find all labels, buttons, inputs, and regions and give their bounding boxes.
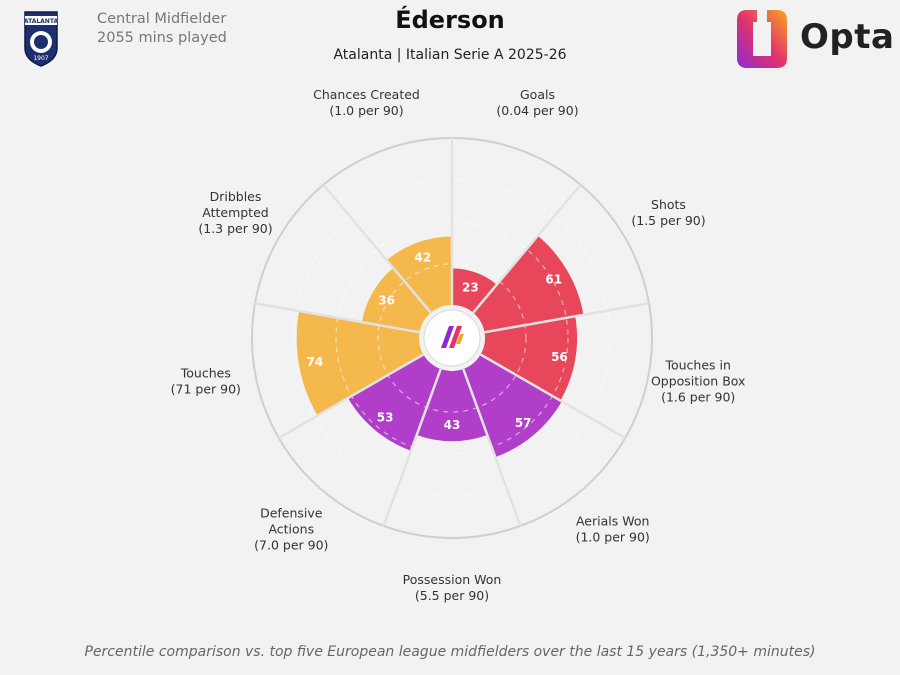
metric-label: Dribbles Attempted (1.3 per 90) [198,189,272,236]
radar-spoke-4 [461,367,522,527]
radar-spoke-8 [322,183,433,315]
radar-center-hub [423,309,481,367]
metric-per90: (1.3 per 90) [198,221,272,236]
metric-name: Dribbles [210,189,262,204]
radar-spoke-1 [471,183,582,315]
percentile-value-label: 42 [414,251,431,265]
percentile-value-label: 23 [462,281,479,295]
opta-center-mark-icon [449,326,462,348]
metric-per90: (1.5 per 90) [631,213,705,228]
radar-spoke-6 [278,352,425,440]
player-minutes: 2055 mins played [97,30,227,46]
metric-name: Shots [651,197,686,212]
radar-grid-ring-50 [335,221,569,455]
metric-per90: (0.04 per 90) [496,103,578,118]
radar-wedge-3 [461,352,565,460]
opta-center-mark-icon [456,334,464,344]
radar-wedge-8 [384,234,453,315]
radar-spoke-7 [254,302,421,334]
metric-name: Aerials Won [576,514,649,529]
opta-center-mark-icon [441,326,454,348]
percentile-value-label: 36 [378,293,395,307]
percentile-value-label: 74 [306,355,323,369]
radar-spoke-2 [483,302,650,334]
metric-label: Aerials Won (1.0 per 90) [576,514,650,545]
radar-wedge-2 [478,314,580,403]
metric-label: Chances Created (1.0 per 90) [313,87,420,118]
metric-per90: (5.5 per 90) [415,588,489,603]
metric-label: Goals (0.04 per 90) [496,87,578,118]
metric-label: Defensive Actions (7.0 per 90) [254,506,328,553]
metric-name: Chances Created [313,87,420,102]
metric-name: Attempted [202,205,268,220]
radar-grid-ring-25 [377,263,527,413]
radar-spoke-3 [479,352,626,440]
metric-label: Possession Won (5.5 per 90) [403,572,502,603]
player-name: Éderson [395,6,505,34]
metric-label: Shots (1.5 per 90) [631,197,705,228]
player-meta: Central Midfielder 2055 mins played [97,10,227,48]
radar-wedge-4 [415,366,489,444]
metric-label: Touches in Opposition Box (1.6 per 90) [651,357,746,404]
metric-name: Touches [180,365,231,380]
metric-label: Touches (71 per 90) [171,365,241,396]
percentile-value-label: 53 [377,411,394,425]
player-position: Central Midfielder [97,11,227,27]
opta-logo-icon [737,8,787,68]
metric-name: Possession Won [403,572,502,587]
radar-wedge-7 [359,265,433,334]
club-badge-name: ATALANTA [24,18,59,25]
club-badge-year: 1907 [33,55,48,62]
metric-name: Opposition Box [651,373,746,388]
radar-spoke-5 [382,367,443,527]
percentile-value-label: 61 [545,272,562,286]
radar-wedge-0 [451,266,499,315]
metric-per90: (1.0 per 90) [576,530,650,545]
team-competition: Atalanta | Italian Serie A 2025-26 [333,47,567,63]
radar-wedge-1 [471,233,586,334]
metric-name: Defensive [260,506,323,521]
metric-per90: (1.6 per 90) [661,389,735,404]
metric-per90: (71 per 90) [171,381,241,396]
percentile-value-label: 43 [444,418,461,432]
footnote: Percentile comparison vs. top five Europ… [84,644,816,660]
percentile-value-label: 57 [515,416,532,430]
metric-name: Actions [268,522,314,537]
club-badge: ATALANTA 1907 [24,11,59,67]
radar-wedge-5 [345,352,443,454]
percentile-value-label: 56 [551,350,568,364]
metric-name: Goals [520,87,555,102]
metric-per90: (1.0 per 90) [329,103,403,118]
metric-per90: (7.0 per 90) [254,538,328,553]
opta-wordmark: Opta [800,17,895,57]
radar-wedge-6 [294,309,426,418]
metric-name: Touches in [664,357,730,372]
